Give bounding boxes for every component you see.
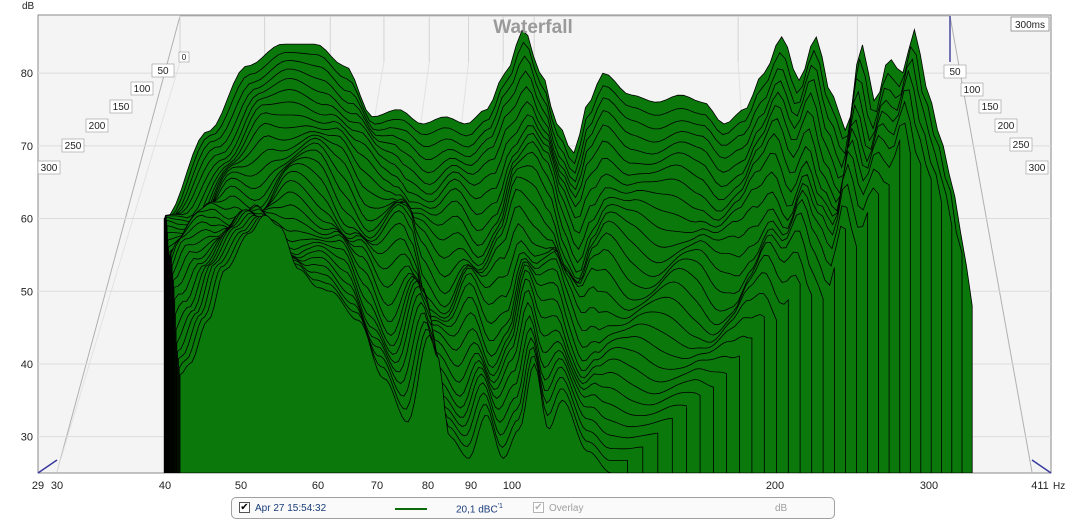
y-tick-label: 40 — [21, 359, 33, 371]
time-tick-box — [130, 81, 154, 96]
time-tick-label-right: 200 — [998, 121, 1015, 132]
floor-edge-right — [1031, 459, 1052, 474]
time-tick-box — [943, 64, 967, 79]
time-tick-label-left: 200 — [89, 121, 106, 132]
time-tick-label-right: 150 — [982, 102, 999, 113]
y-tick-label: 60 — [21, 214, 33, 226]
x-tick-label: 200 — [766, 480, 784, 492]
overlay-label: Overlay — [549, 503, 584, 514]
units-label: dB — [775, 503, 788, 514]
time-tick-box — [109, 99, 133, 114]
waterfall-slices — [163, 28, 973, 473]
x-tick-label: 60 — [312, 480, 324, 492]
time-tick-box — [178, 51, 190, 63]
time-tick-box — [151, 63, 175, 78]
x-tick-label: 300 — [920, 480, 938, 492]
y-tick-label: 80 — [21, 68, 33, 80]
time-tick-box — [978, 99, 1002, 114]
y-tick-label: 70 — [21, 141, 33, 153]
waterfall-chart: 80 70 60 50 40 30 29 30 40 50 60 70 80 90 100 200 300 411… — [21, 1, 1065, 492]
time-tick-box — [994, 118, 1018, 133]
x-tick-label: 100 — [503, 480, 521, 492]
x-tick-label: 90 — [465, 480, 477, 492]
time-tick-box — [61, 138, 85, 153]
y-tick-label: 50 — [21, 286, 33, 298]
x-tick-label: 30 — [51, 480, 63, 492]
floor-edge-left — [37, 459, 58, 474]
measurement-checkbox[interactable]: ✔ — [239, 502, 250, 513]
axes: 80 70 60 50 40 30 29 30 40 50 60 70 80 90 100 200 300 411… — [21, 51, 1049, 492]
time-tick-label-right: 250 — [1013, 140, 1030, 151]
smoothing-label: 20,1 dBC'1 — [456, 503, 503, 516]
time-tick-label-left: 300 — [41, 163, 58, 174]
series-swatch — [395, 508, 427, 510]
x-tick-label: 40 — [159, 480, 171, 492]
legend-bar: ✔ Apr 27 15:54:32 20,1 dBC'1 ✔ Overlay d… — [231, 497, 835, 519]
time-tick-label-left: 150 — [113, 102, 130, 113]
x-tick-label: 411 — [1031, 480, 1049, 492]
time-tick-label-right: 50 — [949, 67, 961, 78]
time-range-badge: 300ms — [1010, 16, 1050, 32]
waterfall-slice — [179, 214, 612, 473]
time-tick-box — [85, 118, 109, 133]
time-tick-label-left: 50 — [157, 66, 169, 77]
time-tick-label-left: 0 — [182, 53, 187, 62]
svg-text:300ms: 300ms — [1015, 20, 1045, 31]
box-edge-left — [56, 15, 181, 473]
overlay-checkbox[interactable]: ✔ — [533, 502, 544, 513]
x-tick-label: 50 — [235, 480, 247, 492]
x-tick-label: 70 — [371, 480, 383, 492]
time-tick-label-left: 100 — [134, 84, 151, 95]
measurement-label: Apr 27 15:54:32 — [255, 503, 327, 514]
y-unit-label: dB — [22, 1, 35, 12]
y-tick-label: 30 — [21, 432, 33, 444]
x-tick-label: 80 — [422, 480, 434, 492]
time-tick-box — [960, 82, 984, 97]
time-tick-label-left: 250 — [65, 141, 82, 152]
time-tick-box — [1025, 160, 1049, 175]
x-tick-label: 29 — [32, 480, 44, 492]
time-tick-box — [37, 160, 61, 175]
time-tick-label-right: 300 — [1029, 163, 1046, 174]
x-unit-label: Hz — [1053, 481, 1065, 492]
chart-title: Waterfall — [493, 17, 573, 38]
time-tick-label-right: 100 — [964, 85, 981, 96]
grid-line-floor — [56, 61, 181, 473]
time-tick-box — [1009, 137, 1033, 152]
